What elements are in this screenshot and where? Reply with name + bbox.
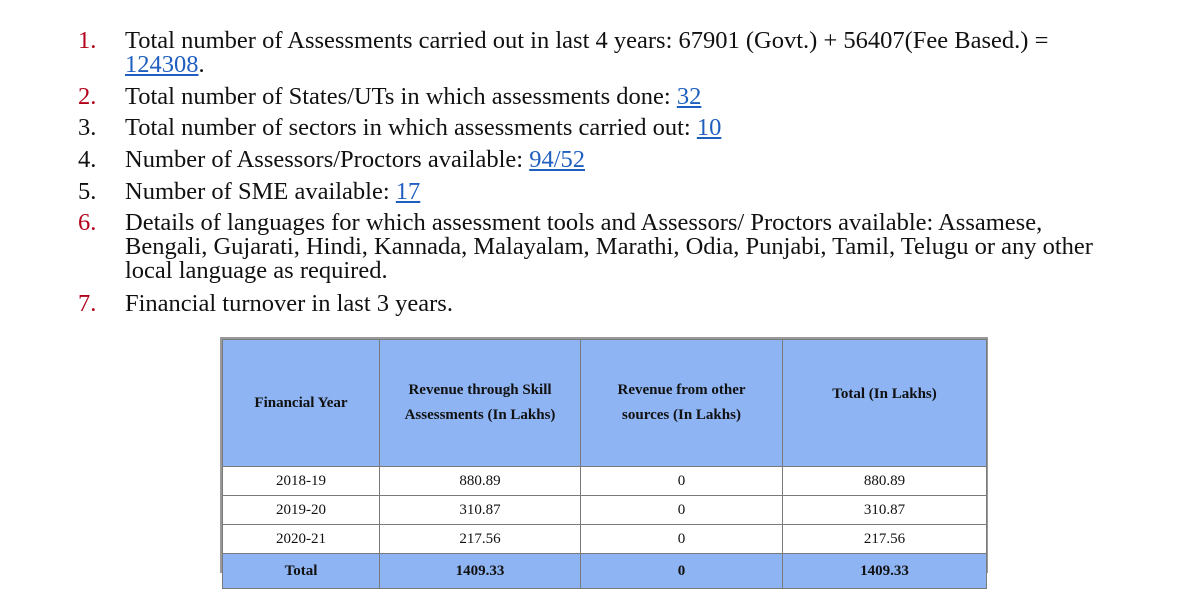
cell-total: 310.87 xyxy=(782,495,987,525)
table-row: 2018-19 880.89 0 880.89 xyxy=(222,466,987,496)
cell-other-revenue: 0 xyxy=(580,466,783,496)
list-number-7: 7. xyxy=(78,290,97,317)
cell-skill-revenue: 217.56 xyxy=(379,524,581,554)
table-row: 2019-20 310.87 0 310.87 xyxy=(222,495,987,525)
list-text-3: Total number of sectors in which assessm… xyxy=(125,114,1185,141)
header-revenue-other-sources: Revenue from other sources (In Lakhs) xyxy=(580,339,783,467)
list-text-1-line-1: Total number of Assessments carried out … xyxy=(125,27,1049,54)
total-skill-revenue: 1409.33 xyxy=(379,553,581,589)
header-total: Total (In Lakhs) xyxy=(782,339,987,467)
list-number-4: 4. xyxy=(78,146,97,173)
states-count-link[interactable]: 32 xyxy=(676,83,702,110)
list-text-6-line-1: Details of languages for which assessmen… xyxy=(125,209,1043,236)
total-assessments-link[interactable]: 124308 xyxy=(125,51,199,78)
cell-year: 2019-20 xyxy=(222,495,380,525)
total-other-revenue: 0 xyxy=(580,553,783,589)
financial-turnover-table-container: Financial Year Revenue through Skill Ass… xyxy=(220,337,988,589)
list-number-1: 1. xyxy=(78,27,97,54)
cell-skill-revenue: 310.87 xyxy=(379,495,581,525)
cell-other-revenue: 0 xyxy=(580,524,783,554)
list-text-2-label: Total number of States/UTs in which asse… xyxy=(125,83,677,110)
list-number-3: 3. xyxy=(78,114,97,141)
cell-total: 880.89 xyxy=(782,466,987,496)
list-text-1-suffix: . xyxy=(198,51,205,78)
header-revenue-skill-assessments: Revenue through Skill Assessments (In La… xyxy=(379,339,581,467)
cell-skill-revenue: 880.89 xyxy=(379,466,581,496)
list-text-6-line-3: local language as required. xyxy=(125,257,388,284)
list-text-3-label: Total number of sectors in which assessm… xyxy=(125,114,697,141)
list-text-4: Number of Assessors/Proctors available: … xyxy=(125,146,1185,173)
list-text-7: Financial turnover in last 3 years. xyxy=(125,290,453,317)
financial-turnover-table: Financial Year Revenue through Skill Ass… xyxy=(222,339,987,589)
list-text-5: Number of SME available: 17 xyxy=(125,178,1185,205)
list-text-1: Total number of Assessments carried out … xyxy=(125,27,1185,78)
table-header-row: Financial Year Revenue through Skill Ass… xyxy=(222,339,987,467)
header-financial-year: Financial Year xyxy=(222,339,380,467)
sectors-count-link[interactable]: 10 xyxy=(696,114,722,141)
list-text-4-label: Number of Assessors/Proctors available: xyxy=(125,146,530,173)
list-text-6: Details of languages for which assessmen… xyxy=(125,209,1185,284)
cell-year: 2020-21 xyxy=(222,524,380,554)
cell-total: 217.56 xyxy=(782,524,987,554)
list-number-2: 2. xyxy=(78,83,97,110)
sme-count-link[interactable]: 17 xyxy=(395,178,421,205)
list-text-5-label: Number of SME available: xyxy=(125,178,396,205)
list-text-1-line-2: 124308. xyxy=(125,51,1185,78)
list-text-6-line-2: Bengali, Gujarati, Hindi, Kannada, Malay… xyxy=(125,233,1093,260)
table-total-row: Total 1409.33 0 1409.33 xyxy=(222,553,987,589)
list-text-2: Total number of States/UTs in which asse… xyxy=(125,83,1185,110)
cell-year: 2018-19 xyxy=(222,466,380,496)
cell-other-revenue: 0 xyxy=(580,495,783,525)
total-label: Total xyxy=(222,553,380,589)
list-number-5: 5. xyxy=(78,178,97,205)
total-overall: 1409.33 xyxy=(782,553,987,589)
list-number-6: 6. xyxy=(78,209,97,236)
table-row: 2020-21 217.56 0 217.56 xyxy=(222,524,987,554)
assessors-count-link[interactable]: 94/52 xyxy=(529,146,585,173)
